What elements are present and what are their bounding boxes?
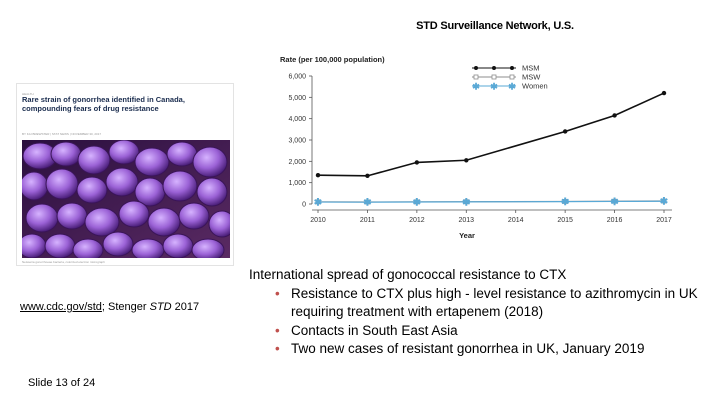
x-tick-label: 2014: [508, 217, 524, 224]
article-thumbnail: HEALTH Rare strain of gonorrhea identifi…: [16, 83, 234, 266]
legend-marker: [510, 66, 514, 70]
bullet-dot: •: [275, 341, 280, 356]
data-point: ✱: [462, 197, 471, 208]
data-point: [365, 173, 370, 179]
reference-sep: ; Stenger: [101, 301, 150, 313]
rate-line-chart: Rate (per 100,000 population) 0 1,000 2,000…: [280, 55, 672, 240]
bullet-text: Resistance to CTX plus high - level resi…: [291, 285, 698, 320]
series-line-women: [317, 200, 665, 203]
x-tick-label: 2013: [458, 217, 474, 224]
legend-label: MSM: [522, 64, 540, 73]
y-tick-label: 1,000: [288, 180, 306, 187]
bullets-heading: International spread of gonococcal resis…: [249, 267, 567, 282]
series-line-msm: [317, 92, 665, 177]
legend-marker: ✱: [472, 82, 480, 92]
x-tick-label: 2016: [607, 217, 623, 224]
legend-label: Women: [522, 82, 548, 91]
x-tick-label: 2010: [310, 217, 326, 224]
article-caption: Neisseria gonorrhoeae bacteria, colorize…: [22, 260, 105, 264]
legend-marker: [491, 74, 497, 80]
reference: www.cdc.gov/std; Stenger STD 2017: [20, 301, 199, 313]
data-point: [414, 160, 420, 165]
x-tick-label: 2011: [360, 217, 375, 224]
y-tick-label: 5,000: [288, 95, 306, 102]
bullet-dot: •: [275, 285, 280, 301]
data-point: ✱: [314, 198, 323, 209]
bullet-item: • Contacts in South East Asia: [249, 322, 714, 341]
slide-title: STD Surveillance Network, U.S.: [416, 20, 574, 32]
y-tick-label: 0: [302, 202, 306, 209]
y-axis-label: Rate (per 100,000 population): [280, 55, 385, 64]
data-point: ✱: [413, 197, 422, 208]
legend-marker: ✱: [508, 82, 516, 92]
legend-marker: [492, 66, 496, 70]
bullet-item: • Resistance to CTX plus high - level res…: [249, 285, 714, 322]
data-point: ✱: [561, 197, 570, 208]
x-axis-label: Year: [459, 231, 475, 240]
x-tick-label: 2012: [409, 217, 425, 224]
legend-label: MSW: [522, 73, 541, 82]
legend-marker: [474, 66, 478, 70]
data-point: ✱: [610, 197, 619, 208]
slide-number: Slide 13 of 24: [28, 377, 96, 389]
bullet-item: • Two new cases of resistant gonorrhea in…: [249, 340, 714, 359]
x-tick-label: 2017: [656, 217, 672, 224]
y-tick-label: 6,000: [288, 74, 306, 81]
legend-marker: [509, 74, 515, 80]
data-point: [315, 173, 321, 178]
article-byline: BY KAI BREWSTER | STAT NEWS | NOVEMBER 3…: [22, 132, 102, 136]
cdc-std-link[interactable]: www.cdc.gov/std: [20, 301, 102, 313]
article-kicker: HEALTH: [22, 92, 34, 96]
bacteria-micrograph-image: [22, 140, 230, 258]
reference-journal: STD: [149, 301, 172, 313]
bullet-dot: •: [275, 322, 280, 338]
data-point: [612, 113, 617, 118]
y-tick-label: 3,000: [288, 138, 306, 145]
legend-marker: [473, 74, 479, 80]
resistance-bullets: International spread of gonococcal resis…: [249, 266, 714, 359]
data-point: [661, 90, 667, 96]
reference-year: 2017: [171, 301, 200, 313]
data-point: ✱: [660, 197, 669, 208]
data-point: [562, 129, 568, 134]
bullet-text: Two new cases of resistant gonorrhea in …: [291, 341, 645, 356]
legend-marker: ✱: [490, 82, 498, 92]
y-tick-label: 4,000: [288, 116, 306, 123]
bullet-text: Contacts in South East Asia: [291, 322, 458, 338]
x-tick-label: 2015: [557, 217, 573, 224]
data-point: ✱: [363, 198, 372, 209]
y-tick-label: 2,000: [288, 159, 306, 166]
data-point: [464, 158, 469, 163]
bullet-list: • Resistance to CTX plus high - level res…: [249, 285, 714, 359]
article-headline: Rare strain of gonorrhea identified in C…: [22, 95, 185, 113]
